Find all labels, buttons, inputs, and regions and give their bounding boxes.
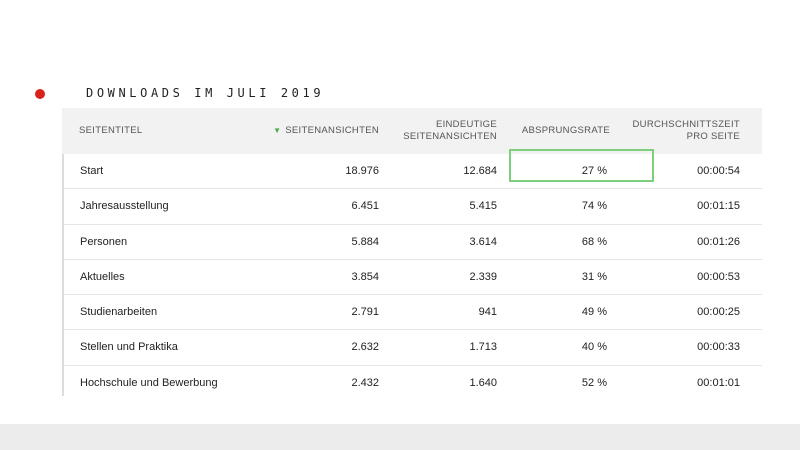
cell-avg-time: 00:00:54 [697, 165, 740, 177]
column-header-views-label: SEITENANSICHTEN [285, 125, 379, 136]
cell-views: 2.432 [351, 376, 379, 389]
cell-unique-views: 3.614 [469, 235, 497, 248]
cell-bounce-rate: 52 % [581, 376, 607, 389]
cell-page-title: Aktuelles [80, 270, 125, 283]
analytics-table: SEITENTITEL ▼ SEITENANSICHTEN EINDEUTIGE … [62, 108, 762, 396]
column-header-avg-time[interactable]: DURCHSCHNITTSZEIT PRO SEITE [633, 119, 741, 143]
table-row[interactable]: Start 18.976 12.684 27 % 00:00:54 [64, 154, 762, 190]
column-header-unique-views[interactable]: EINDEUTIGE SEITENANSICHTEN [403, 119, 497, 143]
cell-views: 2.791 [351, 306, 379, 319]
cell-unique-views: 941 [478, 306, 497, 319]
cell-page-title: Personen [80, 235, 128, 248]
column-header-unique-line2: SEITENANSICHTEN [403, 131, 497, 142]
cell-views: 6.451 [351, 200, 379, 213]
table-header: SEITENTITEL ▼ SEITENANSICHTEN EINDEUTIGE … [62, 108, 762, 154]
cell-bounce-rate: 40 % [581, 341, 607, 354]
cell-avg-time: 00:00:25 [697, 306, 740, 319]
cell-page-title: Jahresausstellung [80, 200, 169, 213]
column-header-bounce-rate[interactable]: ABSPRUNGSRATE [521, 125, 610, 136]
cell-avg-time: 00:00:33 [697, 341, 740, 354]
cell-page-title: Hochschule und Bewerbung [80, 376, 218, 389]
cell-unique-views: 5.415 [469, 200, 497, 213]
column-header-time-line2: PRO SEITE [686, 131, 740, 142]
cell-bounce-rate: 68 % [581, 235, 607, 248]
cell-bounce-rate: 27 % [581, 165, 607, 177]
table-row[interactable]: Hochschule und Bewerbung 2.432 1.640 52 … [64, 366, 762, 396]
column-header-views[interactable]: ▼ SEITENANSICHTEN [273, 125, 379, 137]
sort-descending-icon: ▼ [273, 126, 282, 135]
column-header-time-line1: DURCHSCHNITTSZEIT [632, 119, 740, 130]
column-header-title[interactable]: SEITENTITEL [79, 125, 143, 136]
table-row[interactable]: Personen 5.884 3.614 68 % 00:01:26 [64, 225, 762, 260]
table-body: Start 18.976 12.684 27 % 00:00:54 Jahres… [62, 154, 762, 396]
page-heading: DOWNLOADS IM JULI 2019 [86, 86, 325, 100]
cell-unique-views: 2.339 [469, 270, 497, 283]
table-row[interactable]: Aktuelles 3.854 2.339 31 % 00:00:53 [64, 260, 762, 296]
cell-views: 2.632 [351, 341, 379, 354]
cell-views: 5.884 [351, 235, 379, 248]
cell-unique-views: 12.684 [463, 165, 497, 177]
cell-bounce-rate: 49 % [581, 306, 607, 319]
bottom-band [0, 424, 800, 450]
cell-avg-time: 00:01:15 [697, 200, 740, 213]
cell-views: 3.854 [351, 270, 379, 283]
cell-page-title: Stellen und Praktika [80, 341, 178, 354]
red-bullet-dot [35, 89, 45, 99]
cell-avg-time: 00:01:26 [697, 235, 740, 248]
cell-unique-views: 1.713 [469, 341, 497, 354]
column-header-unique-line1: EINDEUTIGE [435, 119, 497, 130]
table-row[interactable]: Jahresausstellung 6.451 5.415 74 % 00:01… [64, 189, 762, 225]
cell-avg-time: 00:01:01 [697, 376, 740, 389]
cell-bounce-rate: 31 % [581, 270, 607, 283]
table-row[interactable]: Studienarbeiten 2.791 941 49 % 00:00:25 [64, 295, 762, 331]
cell-bounce-rate: 74 % [581, 200, 607, 213]
cell-page-title: Studienarbeiten [80, 306, 158, 319]
cell-unique-views: 1.640 [469, 376, 497, 389]
cell-views: 18.976 [345, 165, 379, 177]
table-row[interactable]: Stellen und Praktika 2.632 1.713 40 % 00… [64, 330, 762, 366]
cell-avg-time: 00:00:53 [697, 270, 740, 283]
cell-page-title: Start [80, 165, 104, 177]
